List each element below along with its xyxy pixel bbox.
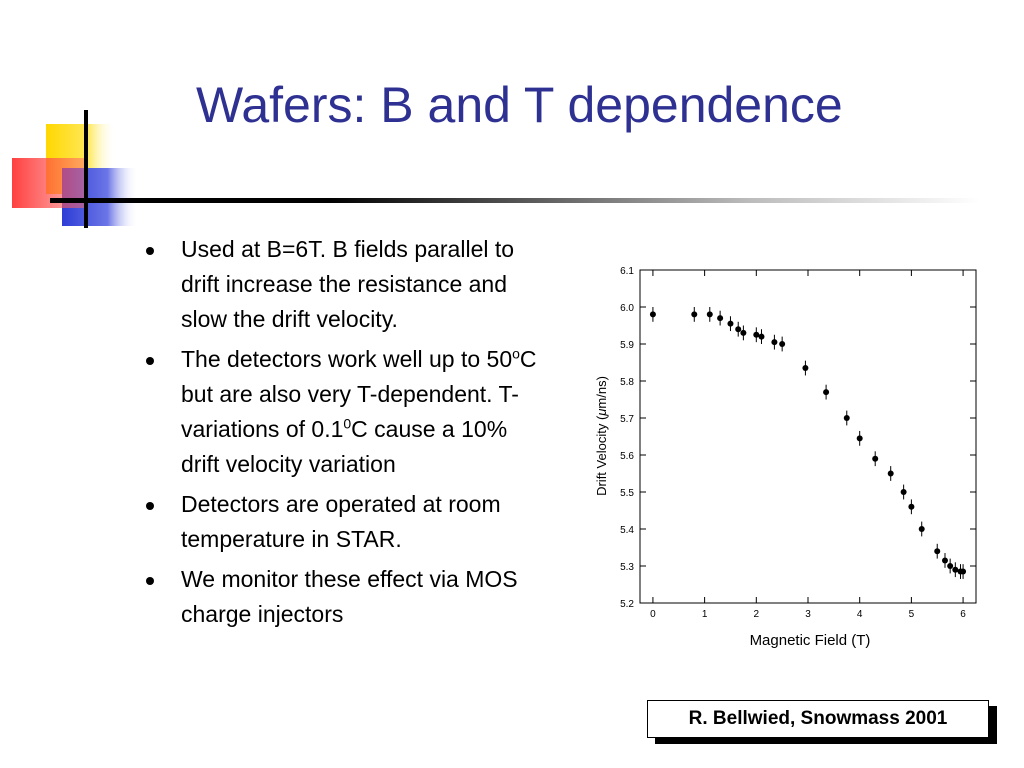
y-tick-label: 5.9	[620, 340, 634, 351]
y-tick-label: 5.3	[620, 562, 634, 573]
data-point	[740, 329, 747, 336]
data-point	[952, 566, 959, 573]
data-point	[753, 331, 760, 338]
data-point	[649, 311, 656, 318]
data-point	[823, 389, 830, 396]
bullet-text: Detectors are operated at room temperatu…	[181, 491, 501, 552]
bullet-item: Detectors are operated at room temperatu…	[146, 487, 546, 557]
vertical-rule	[84, 110, 88, 228]
x-ticks: 0 1 2 3 4 5 6	[650, 270, 966, 620]
y-tick-label: 6.1	[620, 266, 634, 277]
data-point	[856, 435, 863, 442]
y-tick-label: 5.5	[620, 488, 634, 499]
data-point	[843, 415, 850, 421]
data-point	[717, 315, 724, 322]
y-tick-label: 5.7	[620, 414, 634, 425]
x-axis-label: Magnetic Field (T)	[750, 632, 871, 649]
bullet-dot	[146, 502, 154, 510]
bullet-item: The detectors work well up to 50oC but a…	[146, 342, 546, 482]
bullet-list: Used at B=6T. B fields parallel to drift…	[146, 232, 546, 637]
data-points	[649, 307, 967, 579]
drift-velocity-chart: 5.2 5.3 5.4 5.5 5.6 5.7 5.8 5.9 6.0 6.1 0 1 2 3 4 5 6 M…	[594, 266, 977, 649]
data-point	[908, 503, 915, 510]
x-tick-label: 1	[702, 609, 708, 620]
x-tick-label: 3	[805, 609, 811, 620]
title-decoration	[12, 110, 138, 228]
data-point	[802, 365, 809, 372]
data-point	[771, 339, 778, 346]
x-tick-label: 0	[650, 609, 656, 620]
title-underline	[50, 198, 980, 203]
bullet-dot	[146, 247, 154, 255]
data-point	[941, 557, 948, 564]
credit-box: R. Bellwied, Snowmass 2001	[647, 700, 989, 738]
y-tick-label: 5.6	[620, 451, 634, 462]
bullet-item: We monitor these effect via MOS charge i…	[146, 562, 546, 632]
y-tick-label: 6.0	[620, 303, 634, 314]
data-point	[900, 489, 907, 495]
bullet-text: Used at B=6T. B fields parallel to drift…	[181, 236, 515, 332]
plot-frame	[639, 269, 977, 604]
data-point	[934, 548, 941, 555]
y-tick-label: 5.2	[620, 599, 634, 610]
data-point	[960, 568, 967, 575]
data-point	[918, 526, 925, 532]
data-point	[758, 333, 765, 340]
data-point	[947, 563, 954, 569]
bullet-dot	[146, 577, 154, 585]
y-ticks: 5.2 5.3 5.4 5.5 5.6 5.7 5.8 5.9 6.0 6.1	[620, 266, 976, 610]
data-point	[779, 341, 786, 347]
data-point	[887, 470, 894, 477]
data-point	[706, 311, 713, 318]
x-tick-label: 5	[909, 609, 915, 620]
slide-title: Wafers: B and T dependence	[196, 77, 843, 133]
y-axis-label: Drift Velocity (μm/ns)	[594, 376, 609, 496]
x-tick-label: 6	[960, 609, 966, 620]
y-tick-label: 5.4	[620, 525, 634, 536]
y-tick-label: 5.8	[620, 377, 634, 388]
bullet-text: The detectors work well up to 50oC but a…	[181, 345, 537, 477]
data-point	[691, 311, 698, 318]
data-point	[735, 326, 742, 333]
data-point	[727, 320, 734, 327]
bullet-text: We monitor these effect via MOS charge i…	[181, 566, 518, 627]
bullet-dot	[146, 357, 154, 365]
x-tick-label: 4	[857, 609, 863, 620]
data-point	[872, 455, 879, 462]
x-tick-label: 2	[754, 609, 760, 620]
bullet-item: Used at B=6T. B fields parallel to drift…	[146, 232, 546, 337]
